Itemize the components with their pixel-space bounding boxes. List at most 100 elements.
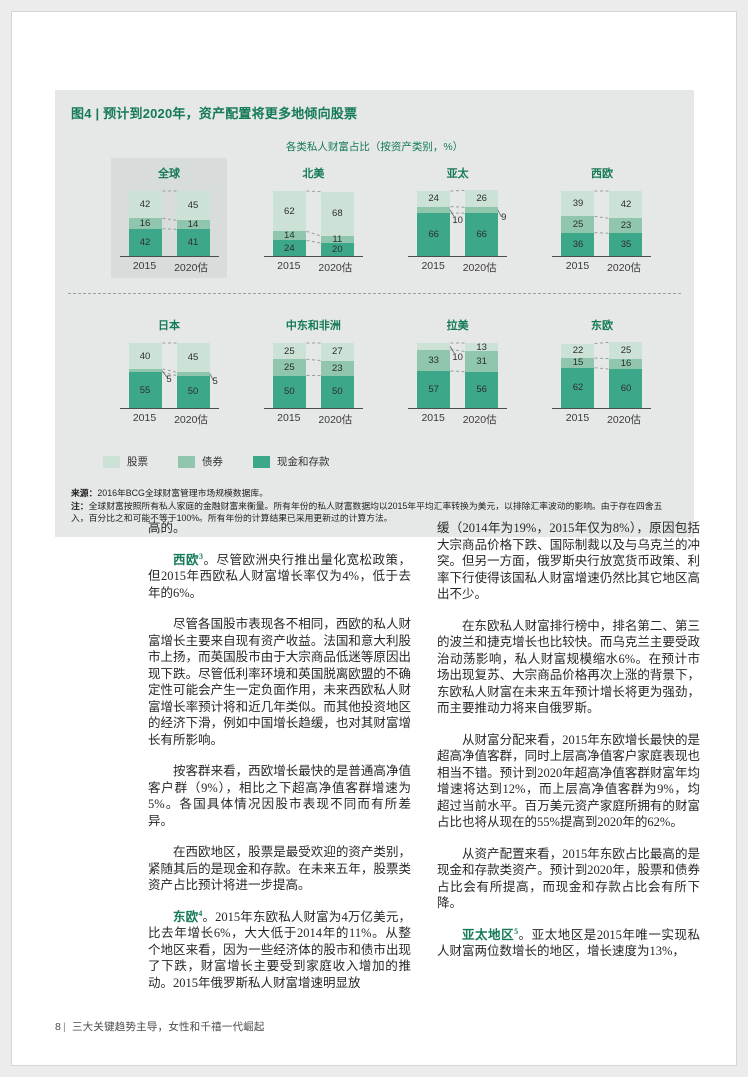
bar-segment: 23 xyxy=(609,218,643,234)
bar-segment: 24 xyxy=(417,191,451,207)
bar: 26 66 xyxy=(465,190,499,256)
bar: 45 50 xyxy=(176,343,210,408)
region-chart: 中东和非洲 25 25 50 27 23 50 2015 2020估 xyxy=(255,310,371,430)
source-label: 来源： xyxy=(71,488,98,498)
callout-label: 10 xyxy=(452,351,463,363)
region-chart: 日本 40 55 45 50 5 5 2015 2020估 xyxy=(111,310,227,430)
x-label: 2020估 xyxy=(607,262,641,274)
chart-legend: 股票 债券 现金和存款 xyxy=(103,454,694,469)
body-paragraph: 高的。 xyxy=(148,521,186,535)
chart-plot: 24 66 26 66 10 9 xyxy=(417,189,506,256)
body-paragraph: 西欧3。尽管欧洲央行推出量化宽松政策，但2015年西欧私人财富增长率仅为4%，低… xyxy=(148,551,411,600)
bar-segment: 13 xyxy=(465,342,499,353)
x-label: 2015 xyxy=(132,260,157,272)
figure-title: 图4 | 预计到2020年，资产配置将更多地倾向股票 xyxy=(71,106,358,121)
bar-segment: 56 xyxy=(465,371,499,408)
bar-segment: 42 xyxy=(128,228,162,256)
bar-segment: 45 xyxy=(176,191,210,221)
bar: 40 55 xyxy=(128,343,162,408)
x-axis xyxy=(552,256,652,257)
bar: 42 16 42 xyxy=(128,191,162,256)
body-paragraph: 尽管各国股市表现各不相同，西欧的私人财富增长主要来自现有资产收益。法国和意大利股… xyxy=(148,617,411,747)
bar-segment xyxy=(128,369,162,373)
x-label: 2020估 xyxy=(318,262,353,274)
bar: 39 25 36 xyxy=(561,191,595,256)
x-label: 2020估 xyxy=(318,414,353,426)
body-text: 高的。西欧3。尽管欧洲央行推出量化宽松政策，但2015年西欧私人财富增长率仅为4… xyxy=(148,520,700,991)
bar-segment: 60 xyxy=(609,369,643,408)
x-label: 2015 xyxy=(421,260,445,272)
bar-segment xyxy=(417,343,451,350)
bar-segment: 31 xyxy=(465,351,499,372)
bar-segment xyxy=(176,372,210,376)
body-paragraph: 在东欧私人财富排行榜中，排名第二、第三的波兰和捷克增长也比较快。而乌克兰主要受政… xyxy=(437,618,700,716)
x-label: 2020估 xyxy=(462,414,497,426)
connector-lines xyxy=(306,190,321,244)
body-paragraph: 亚太地区5。亚太地区是2015年唯一实现私人财富两位数增长的地区，增长速度为13… xyxy=(437,926,700,958)
bar: 22 15 62 xyxy=(561,343,595,408)
bar-segment: 24 xyxy=(272,240,306,256)
bar: 33 57 xyxy=(417,343,451,408)
callout-label: 5 xyxy=(166,374,172,386)
bar-segment: 57 xyxy=(417,370,451,408)
bar-segment xyxy=(465,207,499,214)
bar-segment: 66 xyxy=(417,213,451,256)
bar-segment: 50 xyxy=(176,375,210,408)
x-labels: 2015 2020估 xyxy=(408,412,507,426)
note-label: 注： xyxy=(71,500,89,511)
region-chart: 西欧 39 25 36 42 23 35 2015 2020估 xyxy=(544,158,660,278)
bar: 13 31 56 xyxy=(465,342,499,408)
bar: 25 16 60 xyxy=(609,342,643,408)
bar-segment: 39 xyxy=(561,191,595,217)
bar-segment: 25 xyxy=(561,216,595,233)
charts-row-1: 全球 42 16 42 45 14 41 2015 2020估 北美 62 14 24 68 11 20 201… xyxy=(55,154,694,278)
x-labels: 2015 2020估 xyxy=(408,260,507,274)
bar-segment: 25 xyxy=(272,359,306,376)
region-chart-title: 西欧 xyxy=(590,168,613,180)
bar-segment: 25 xyxy=(272,343,306,360)
bar-segment: 50 xyxy=(272,375,306,408)
bar-segment: 55 xyxy=(128,372,162,408)
legend-item-equities: 股票 xyxy=(103,454,148,469)
region-chart-title: 日本 xyxy=(158,320,180,332)
source-text: 2016年BCG全球财富管理市场规模数据库。 xyxy=(97,488,268,498)
x-axis xyxy=(408,256,508,257)
connector-lines xyxy=(449,189,503,219)
x-labels: 2015 2020估 xyxy=(120,260,219,274)
bar-segment: 42 xyxy=(128,191,162,219)
chart-plot: 33 57 13 31 56 10 xyxy=(417,342,499,408)
paragraph-lead: 亚太地区 xyxy=(462,927,515,942)
region-chart: 全球 42 16 42 45 14 41 2015 2020估 xyxy=(111,158,227,278)
x-axis xyxy=(119,256,219,257)
x-labels: 2015 2020估 xyxy=(264,412,363,426)
bar-segment: 27 xyxy=(320,343,354,361)
bar-segment: 14 xyxy=(272,230,306,241)
region-chart-title: 拉美 xyxy=(446,320,469,332)
bar-segment xyxy=(417,206,451,214)
legend-label-equities: 股票 xyxy=(127,456,148,468)
bar: 25 25 50 xyxy=(272,343,306,408)
bar-segment: 25 xyxy=(609,342,643,359)
legend-label-cash-deposits: 现金和存款 xyxy=(277,456,330,468)
bar-segment: 16 xyxy=(128,218,162,229)
x-axis xyxy=(119,408,219,409)
bar-segment: 35 xyxy=(609,233,643,256)
body-paragraph: 从资产配置来看，2015年东欧占比最高的是现金和存款类资产。预计到2020年，股… xyxy=(437,846,700,911)
bar: 62 14 24 xyxy=(272,191,306,256)
region-chart-title: 亚太 xyxy=(446,168,469,180)
bar-segment: 26 xyxy=(465,190,499,208)
footnote-ref: 4 xyxy=(198,908,203,918)
x-labels: 2015 2020估 xyxy=(552,412,651,426)
bar-segment: 23 xyxy=(320,360,354,376)
bar-segment: 50 xyxy=(320,375,354,408)
region-chart-title: 中东和非洲 xyxy=(285,320,341,332)
methodology-note: 注：全球财富按照所有私人家庭的金融财富来衡量。所有年份的私人财富数据均以2015… xyxy=(71,500,678,525)
bar-segment: 11 xyxy=(320,234,354,245)
bar-segment: 15 xyxy=(561,357,595,368)
connector-lines xyxy=(449,342,465,373)
page-footer: 8 | 三大关键趋势主导，女性和千禧一代崛起 xyxy=(55,1019,265,1034)
callout-label: 5 xyxy=(212,375,218,387)
legend-item-cash-deposits: 现金和存款 xyxy=(253,454,330,469)
bar-segment: 41 xyxy=(176,229,210,256)
region-chart: 北美 62 14 24 68 11 20 2015 2020估 xyxy=(255,158,371,278)
